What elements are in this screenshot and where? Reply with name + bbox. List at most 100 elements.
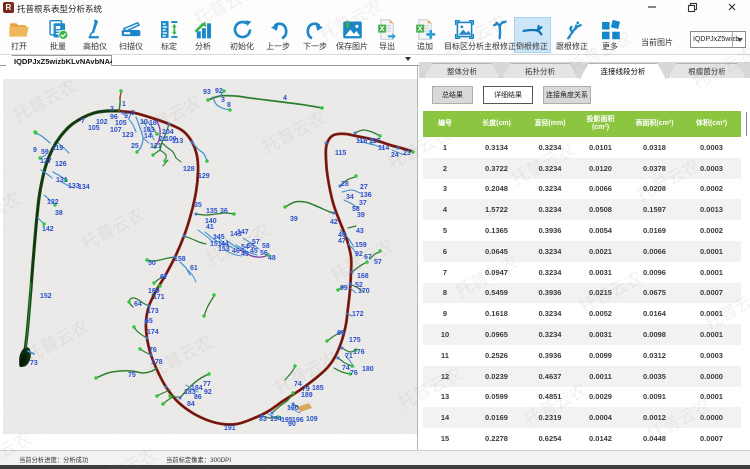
- svg-text:18: 18: [149, 120, 157, 127]
- svg-text:1: 1: [122, 101, 126, 108]
- svg-text:86: 86: [194, 394, 202, 401]
- svg-text:121: 121: [150, 143, 162, 150]
- svg-text:134: 134: [78, 184, 90, 191]
- svg-text:171: 171: [153, 294, 165, 301]
- svg-text:69: 69: [337, 330, 345, 337]
- svg-text:173: 173: [147, 308, 159, 315]
- svg-text:8: 8: [227, 102, 231, 109]
- svg-text:23: 23: [403, 150, 411, 157]
- svg-text:27: 27: [360, 184, 368, 191]
- svg-text:176: 176: [353, 349, 365, 356]
- svg-text:158: 158: [174, 256, 186, 263]
- svg-text:3: 3: [221, 97, 225, 104]
- svg-text:117: 117: [369, 138, 380, 145]
- svg-text:25: 25: [131, 143, 139, 150]
- svg-text:189: 189: [301, 392, 313, 399]
- svg-text:74: 74: [294, 381, 302, 388]
- svg-text:28: 28: [341, 181, 349, 188]
- svg-text:79: 79: [302, 386, 310, 393]
- svg-text:83: 83: [259, 416, 267, 423]
- svg-text:126: 126: [55, 161, 67, 168]
- svg-text:90: 90: [288, 421, 296, 428]
- svg-text:174: 174: [147, 329, 159, 336]
- svg-text:204: 204: [162, 129, 174, 136]
- svg-text:180: 180: [362, 366, 374, 373]
- svg-text:93: 93: [203, 89, 211, 96]
- svg-text:37: 37: [359, 200, 367, 207]
- svg-text:41: 41: [206, 224, 214, 231]
- svg-text:36: 36: [220, 208, 228, 215]
- svg-text:116: 116: [356, 138, 367, 145]
- svg-text:35: 35: [194, 202, 202, 209]
- svg-text:46: 46: [232, 248, 240, 255]
- svg-text:129: 129: [198, 173, 210, 180]
- svg-text:34: 34: [346, 194, 354, 201]
- svg-text:115: 115: [335, 150, 346, 157]
- svg-text:119: 119: [52, 145, 63, 152]
- svg-text:14: 14: [144, 133, 152, 140]
- svg-text:76: 76: [149, 347, 157, 354]
- svg-text:42: 42: [330, 219, 338, 226]
- svg-text:4: 4: [283, 95, 287, 102]
- svg-text:145: 145: [213, 234, 225, 241]
- svg-text:92: 92: [204, 389, 212, 396]
- svg-text:71: 71: [345, 353, 353, 360]
- svg-text:135: 135: [206, 208, 218, 215]
- svg-text:2: 2: [110, 106, 114, 113]
- svg-text:131: 131: [56, 177, 68, 184]
- svg-text:59: 59: [41, 149, 49, 156]
- svg-text:74: 74: [342, 365, 350, 372]
- svg-text:65: 65: [145, 318, 153, 325]
- svg-text:64: 64: [134, 301, 142, 308]
- svg-text:67: 67: [160, 274, 168, 281]
- svg-text:21: 21: [159, 136, 167, 143]
- svg-text:191: 191: [224, 425, 236, 432]
- svg-text:113: 113: [172, 138, 183, 145]
- svg-text:43: 43: [356, 228, 364, 235]
- svg-text:151: 151: [210, 241, 222, 248]
- svg-text:24: 24: [391, 152, 399, 159]
- svg-text:105: 105: [115, 120, 127, 127]
- svg-text:5: 5: [131, 110, 135, 117]
- svg-text:50: 50: [148, 260, 156, 267]
- svg-text:142: 142: [42, 226, 54, 233]
- svg-text:38: 38: [55, 210, 63, 217]
- svg-text:178: 178: [151, 359, 163, 366]
- svg-text:49: 49: [241, 251, 249, 258]
- svg-text:92: 92: [215, 88, 223, 95]
- svg-text:X: X: [380, 26, 385, 33]
- svg-text:58: 58: [262, 243, 270, 250]
- svg-text:168: 168: [357, 273, 369, 280]
- svg-text:67: 67: [364, 254, 372, 261]
- svg-text:190: 190: [287, 405, 299, 412]
- svg-text:175: 175: [349, 337, 361, 344]
- svg-text:123: 123: [122, 132, 134, 139]
- svg-text:76: 76: [350, 370, 358, 377]
- svg-text:127: 127: [40, 158, 52, 165]
- svg-text:107: 107: [110, 127, 122, 134]
- svg-text:48: 48: [268, 255, 276, 262]
- svg-text:170: 170: [358, 288, 370, 295]
- svg-text:39: 39: [357, 212, 365, 219]
- svg-text:73: 73: [30, 360, 38, 367]
- svg-text:55: 55: [247, 243, 255, 250]
- svg-text:47: 47: [338, 238, 346, 245]
- svg-text:57: 57: [374, 259, 382, 266]
- svg-text:152: 152: [40, 293, 52, 300]
- svg-text:172: 172: [352, 311, 364, 318]
- svg-text:109: 109: [306, 416, 318, 423]
- svg-text:75: 75: [128, 372, 136, 379]
- svg-text:136: 136: [360, 192, 372, 199]
- svg-text:128: 128: [183, 166, 195, 173]
- svg-text:84: 84: [187, 401, 195, 408]
- svg-text:39: 39: [290, 216, 298, 223]
- svg-text:99: 99: [340, 285, 348, 292]
- svg-text:7: 7: [81, 118, 85, 125]
- svg-text:132: 132: [47, 199, 59, 206]
- svg-text:10: 10: [140, 119, 148, 126]
- svg-text:105: 105: [88, 125, 100, 132]
- svg-text:77: 77: [203, 381, 211, 388]
- svg-text:147: 147: [237, 229, 249, 236]
- svg-text:9: 9: [33, 147, 37, 154]
- svg-text:X: X: [418, 26, 423, 33]
